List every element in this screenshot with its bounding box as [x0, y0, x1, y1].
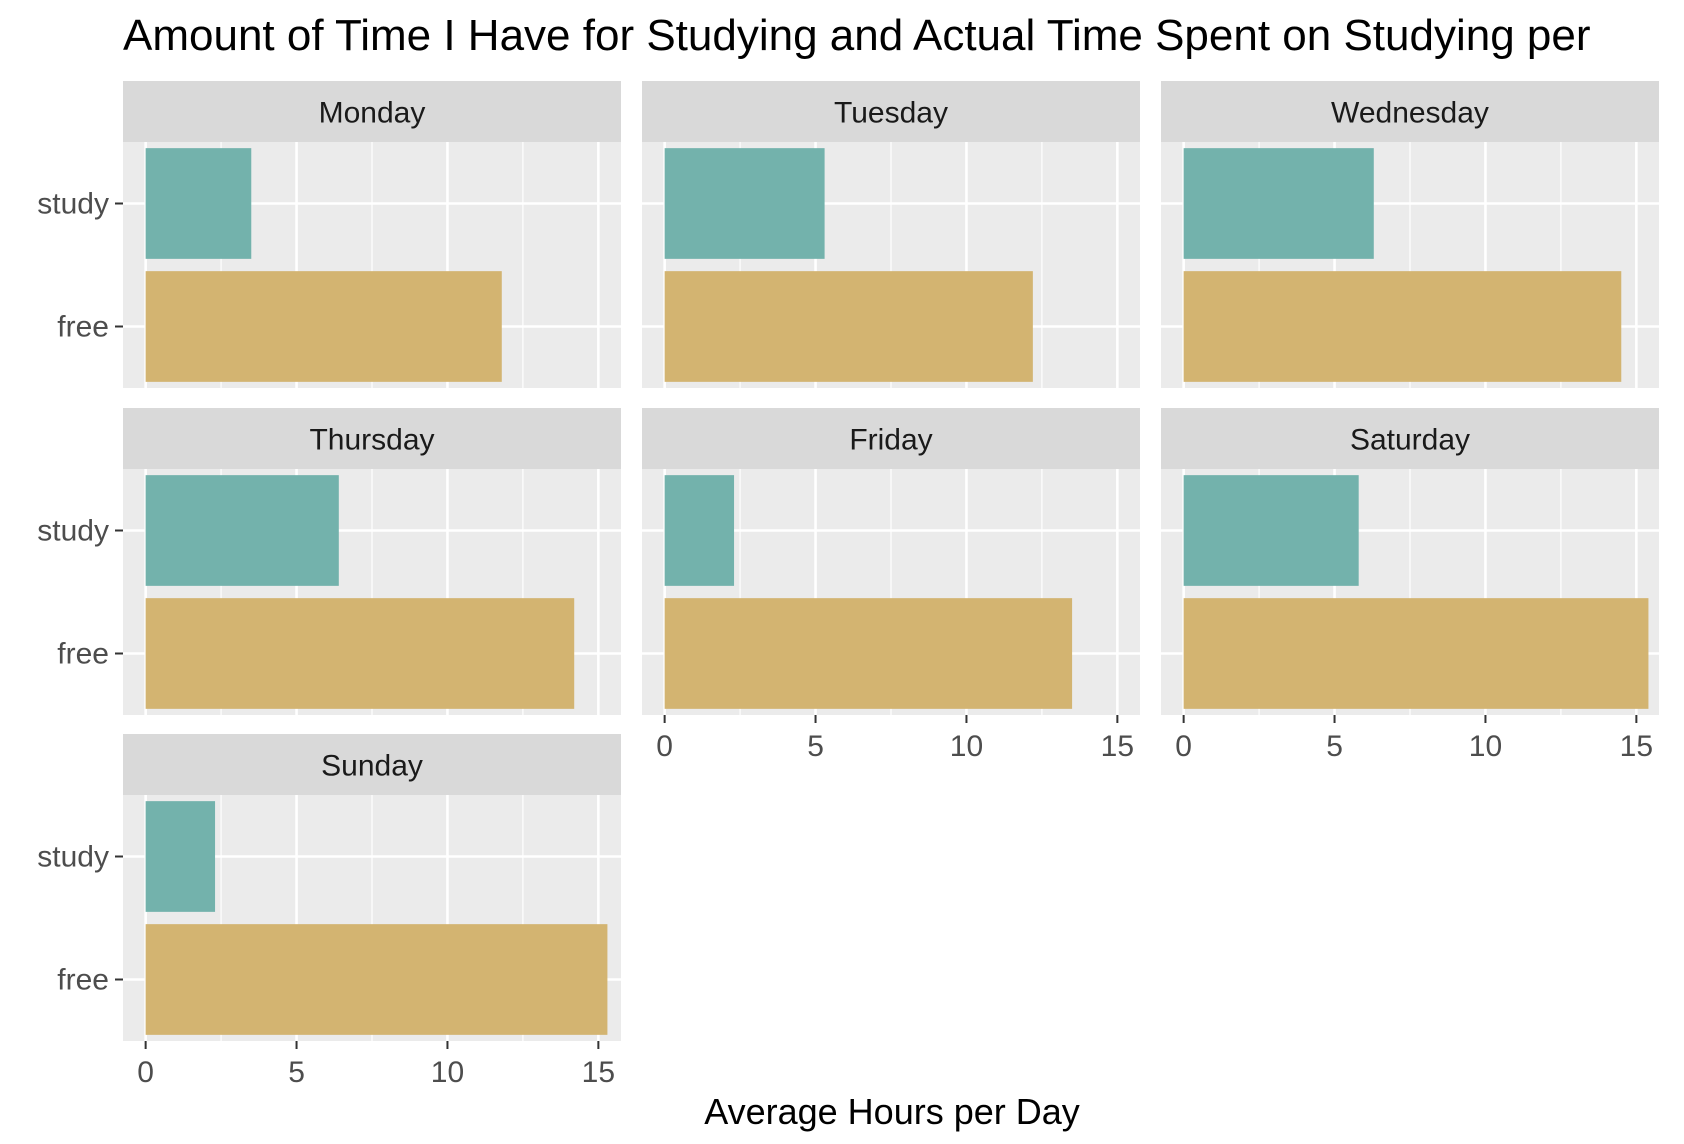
facet-wednesday: Wednesday [1161, 81, 1659, 388]
y-tick-label: free [57, 964, 109, 997]
bar-free-wednesday [1183, 271, 1622, 382]
bar-free-saturday [1183, 598, 1649, 709]
facet-strip-label: Thursday [309, 424, 434, 457]
facet-sunday: Sunday study free 0 5 10 15 [37, 734, 621, 1089]
x-tick-label: 10 [431, 1056, 464, 1089]
x-tick-label: 0 [656, 730, 673, 763]
x-tick-label: 5 [807, 730, 824, 763]
facet-monday: Monday study free [37, 81, 621, 388]
facet-strip [1161, 408, 1659, 469]
x-tick-label: 10 [1469, 730, 1502, 763]
facet-strip [642, 408, 1140, 469]
facet-strip-label: Saturday [1350, 424, 1470, 457]
bar-free-monday [145, 271, 502, 382]
y-tick-label: study [37, 515, 109, 548]
facet-strip [123, 408, 621, 469]
bar-free-thursday [145, 598, 575, 709]
bar-study-wednesday [1183, 148, 1374, 259]
bar-study-monday [145, 148, 252, 259]
facet-strip-label: Wednesday [1331, 97, 1489, 130]
facet-strip [1161, 81, 1659, 142]
bar-free-friday [664, 598, 1073, 709]
x-tick-label: 15 [582, 1056, 615, 1089]
x-tick-label: 5 [1326, 730, 1343, 763]
bar-study-sunday [145, 801, 216, 912]
x-tick-label: 5 [288, 1056, 305, 1089]
facet-panels: Monday study free Tuesday Wednesday Thursday s… [37, 81, 1659, 1089]
chart-title: Amount of Time I Have for Studying and A… [123, 11, 1591, 60]
facet-thursday: Thursday study free [37, 408, 621, 715]
facet-strip-label: Monday [319, 97, 426, 130]
x-tick-label: 15 [1101, 730, 1134, 763]
bar-free-tuesday [664, 271, 1033, 382]
bar-study-saturday [1183, 475, 1359, 586]
y-tick-label: study [37, 188, 109, 221]
x-tick-label: 15 [1620, 730, 1653, 763]
x-tick-label: 0 [137, 1056, 154, 1089]
bar-study-thursday [145, 475, 339, 586]
x-axis-label: Average Hours per Day [704, 1091, 1080, 1132]
x-tick-label: 10 [950, 730, 983, 763]
facet-friday: Friday 0 5 10 15 [642, 408, 1140, 763]
bar-study-tuesday [664, 148, 825, 259]
facet-strip-label: Friday [849, 424, 932, 457]
bar-study-friday [664, 475, 735, 586]
facet-tuesday: Tuesday [642, 81, 1140, 388]
facet-saturday: Saturday 0 5 10 15 [1161, 408, 1659, 763]
y-tick-label: study [37, 841, 109, 874]
bar-free-sunday [145, 924, 608, 1035]
facet-strip [642, 81, 1140, 142]
y-tick-label: free [57, 638, 109, 671]
y-tick-label: free [57, 311, 109, 344]
facet-strip [123, 81, 621, 142]
facet-strip-label: Tuesday [834, 97, 948, 130]
facet-strip-label: Sunday [321, 750, 423, 783]
facet-strip [123, 734, 621, 795]
x-tick-label: 0 [1175, 730, 1192, 763]
